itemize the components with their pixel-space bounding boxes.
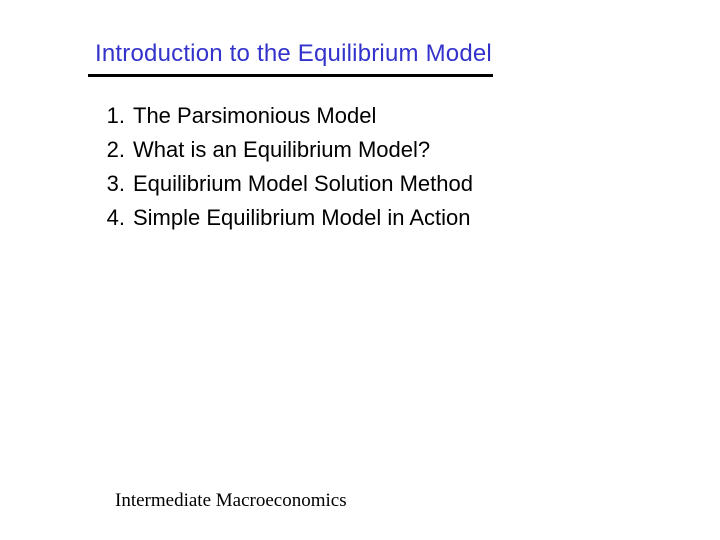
slide-container: Introduction to the Equilibrium Model 1.…: [0, 0, 720, 540]
list-item: 2. What is an Equilibrium Model?: [95, 133, 720, 167]
slide-title: Introduction to the Equilibrium Model: [0, 40, 720, 68]
list-number: 3.: [95, 167, 125, 201]
list-number: 2.: [95, 133, 125, 167]
outline-list: 1. The Parsimonious Model 2. What is an …: [0, 99, 720, 235]
list-text: Simple Equilibrium Model in Action: [133, 201, 720, 235]
list-item: 1. The Parsimonious Model: [95, 99, 720, 133]
list-item: 3. Equilibrium Model Solution Method: [95, 167, 720, 201]
slide-footer: Intermediate Macroeconomics: [115, 490, 347, 512]
list-text: Equilibrium Model Solution Method: [133, 167, 720, 201]
list-number: 4.: [95, 201, 125, 235]
title-divider: [88, 74, 493, 77]
list-text: The Parsimonious Model: [133, 99, 720, 133]
list-number: 1.: [95, 99, 125, 133]
list-text: What is an Equilibrium Model?: [133, 133, 720, 167]
list-item: 4. Simple Equilibrium Model in Action: [95, 201, 720, 235]
